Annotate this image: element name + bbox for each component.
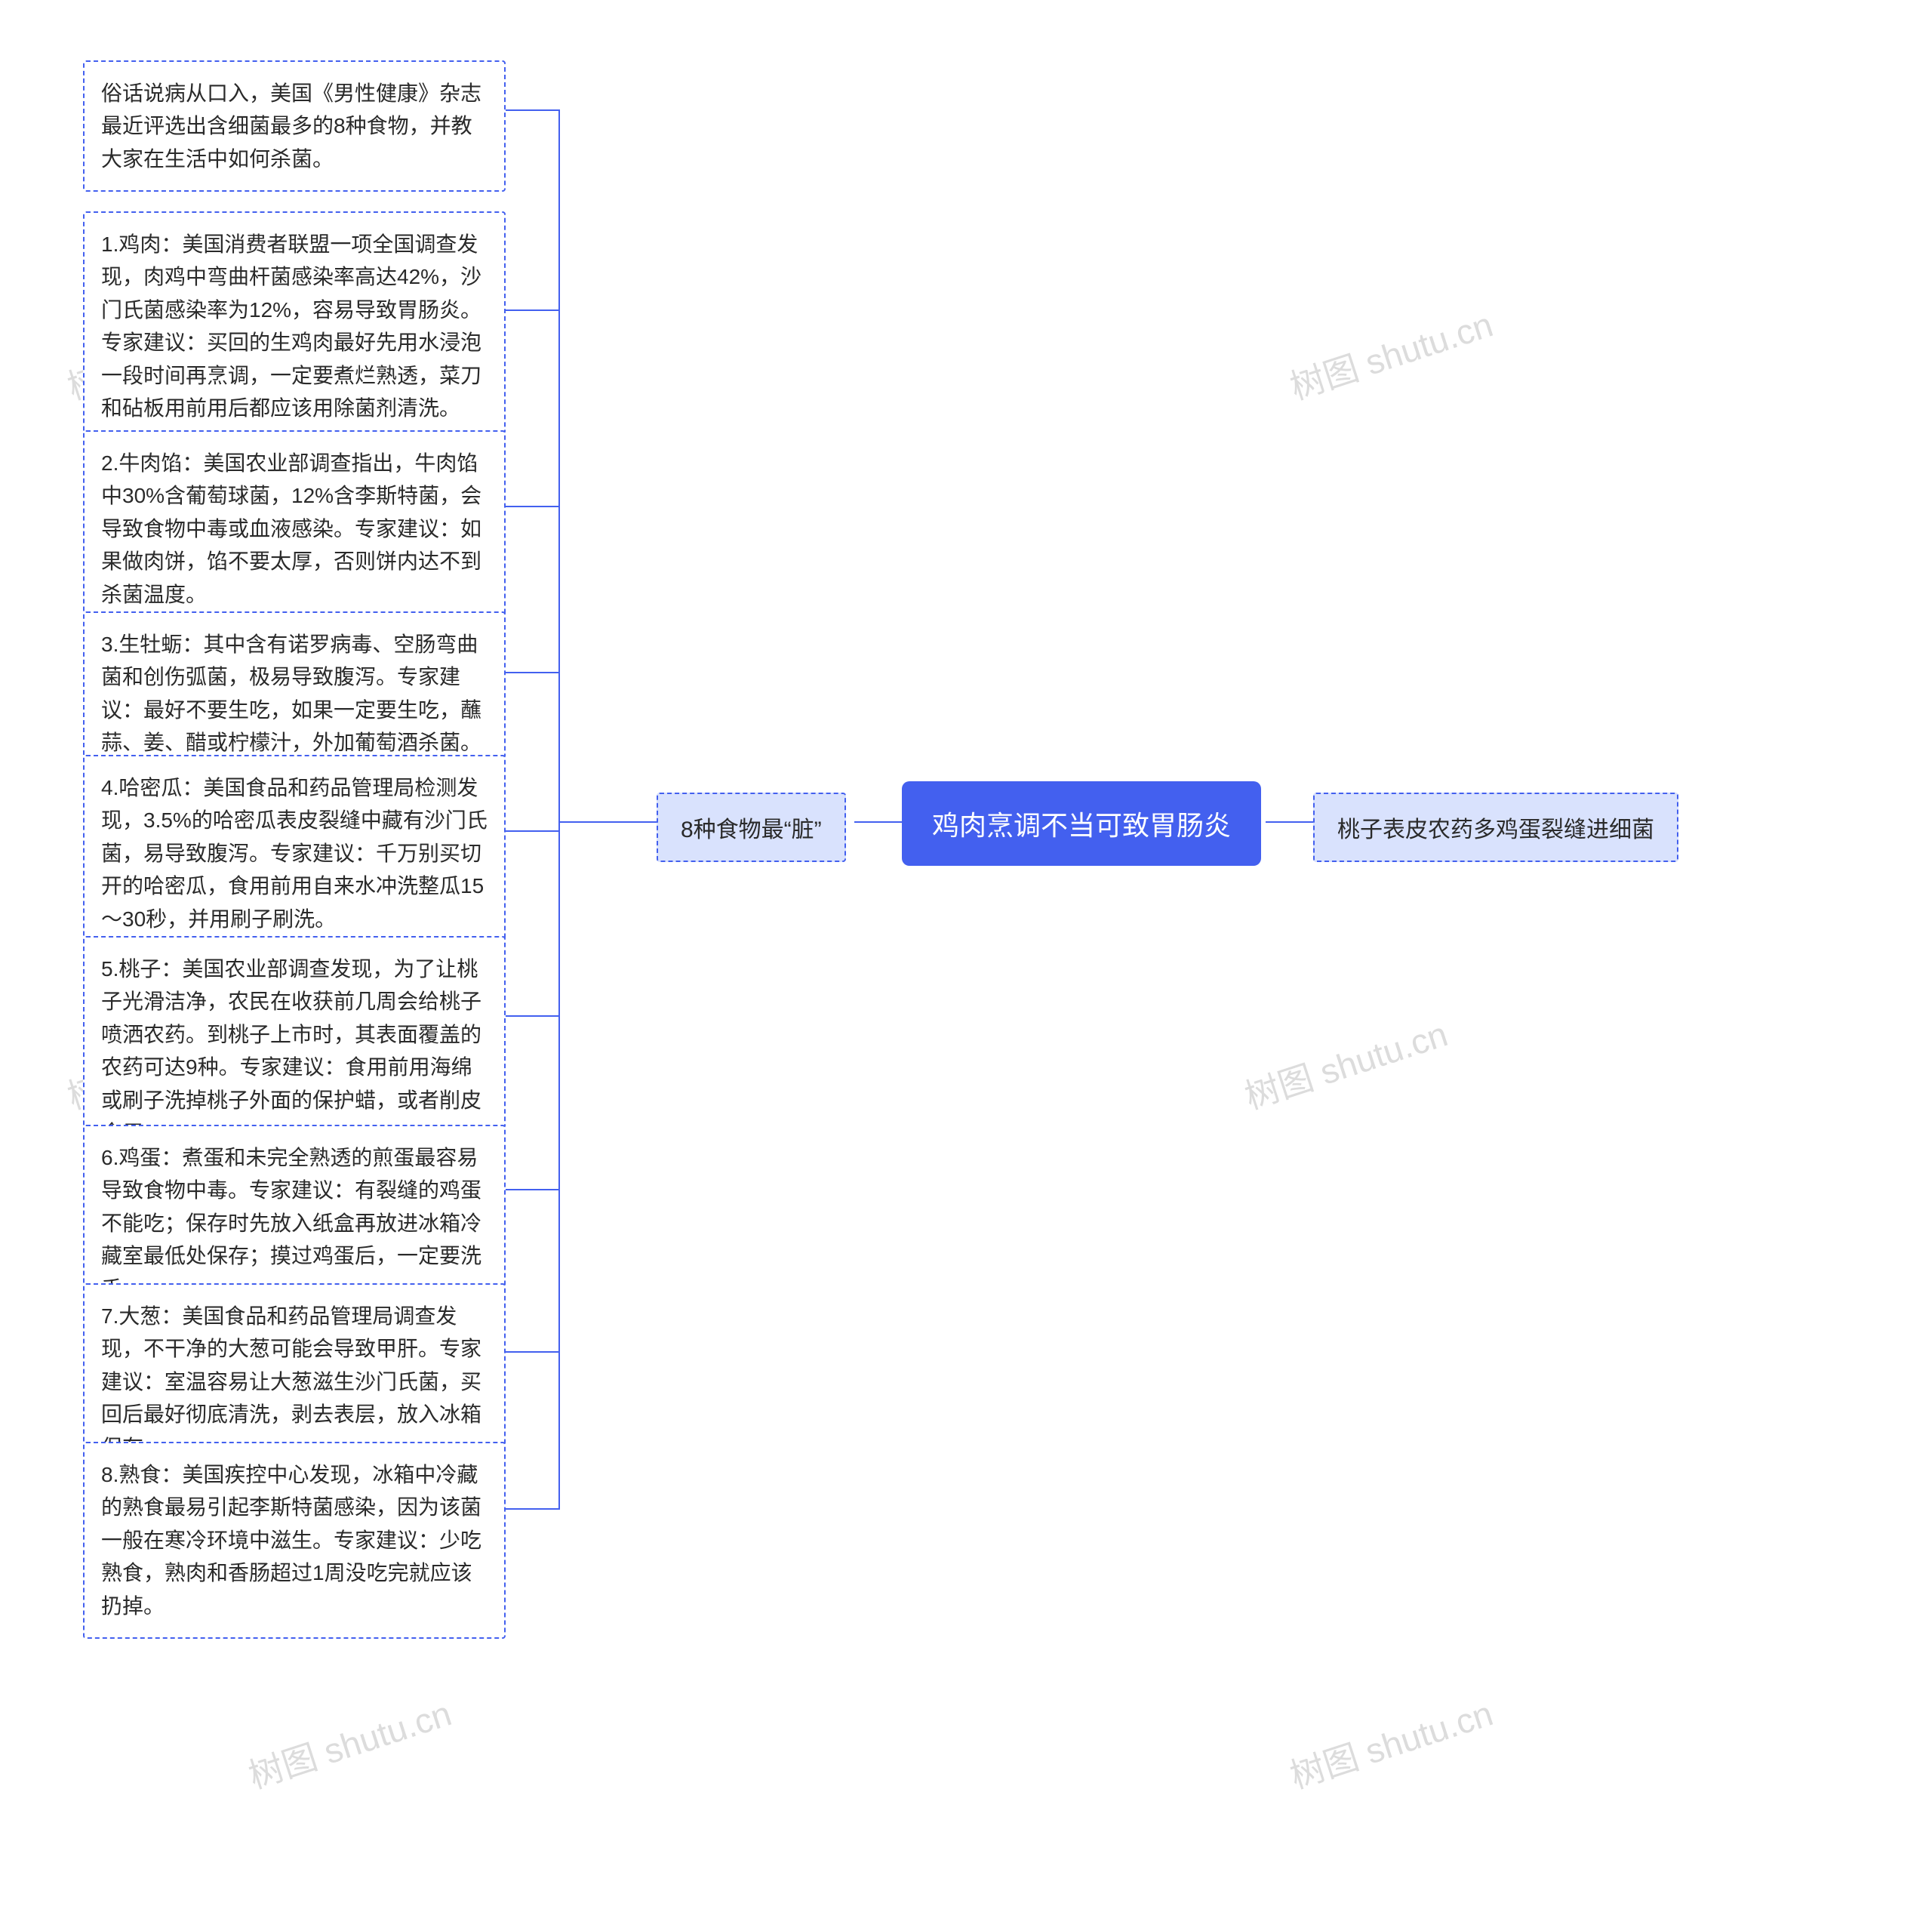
watermark: 树图 shutu.cn	[242, 1686, 457, 1799]
watermark: 树图 shutu.cn	[1283, 297, 1498, 410]
connector	[506, 309, 560, 311]
connector	[506, 1189, 560, 1190]
branch-right: 桃子表皮农药多鸡蛋裂缝进细菌	[1313, 793, 1678, 862]
connector	[1266, 821, 1313, 823]
connector	[506, 1015, 560, 1017]
watermark: 树图 shutu.cn	[1238, 1007, 1453, 1119]
leaf-deli: 8.熟食：美国疾控中心发现，冰箱中冷藏的熟食最易引起李斯特菌感染，因为该菌一般在…	[83, 1442, 506, 1639]
center-title: 鸡肉烹调不当可致胃肠炎	[902, 781, 1261, 866]
connector	[506, 830, 560, 832]
branch-left: 8种食物最“脏”	[657, 793, 846, 862]
connector	[558, 109, 560, 1510]
connector	[854, 821, 902, 823]
connector	[506, 506, 560, 507]
diagram-canvas: 树图 shutu.cn 树图 shutu.cn 树图 shutu.cn 树图 s…	[0, 0, 1932, 1906]
connector	[506, 672, 560, 673]
watermark: 树图 shutu.cn	[1283, 1686, 1498, 1799]
leaf-intro: 俗话说病从口入，美国《男性健康》杂志最近评选出含细菌最多的8种食物，并教大家在生…	[83, 60, 506, 192]
connector	[506, 109, 560, 111]
connector	[506, 1351, 560, 1353]
leaf-melon: 4.哈密瓜：美国食品和药品管理局检测发现，3.5%的哈密瓜表皮裂缝中藏有沙门氏菌…	[83, 755, 506, 952]
connector	[558, 821, 657, 823]
connector	[506, 1508, 560, 1510]
leaf-oyster: 3.生牡蛎：其中含有诺罗病毒、空肠弯曲菌和创伤弧菌，极易导致腹泻。专家建议：最好…	[83, 611, 506, 776]
leaf-beef: 2.牛肉馅：美国农业部调查指出，牛肉馅中30%含葡萄球菌，12%含李斯特菌，会导…	[83, 430, 506, 627]
leaf-chicken: 1.鸡肉：美国消费者联盟一项全国调查发现，肉鸡中弯曲杆菌感染率高达42%，沙门氏…	[83, 211, 506, 441]
